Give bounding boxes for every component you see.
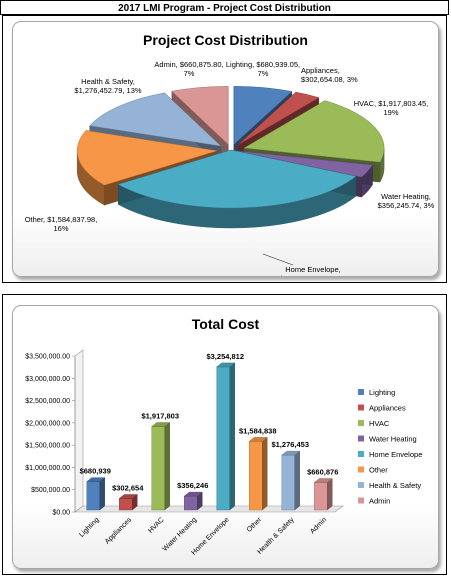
y-tick-label: $500,000.00 <box>31 487 70 494</box>
pie-slice-home-envelope <box>117 149 357 209</box>
data-label-home-envelope: $3,254,812 <box>206 352 244 361</box>
legend-swatch-hvac <box>358 420 364 426</box>
pie-slice-health-and-safety <box>89 92 222 147</box>
data-label-other: $1,584,838 <box>239 426 277 435</box>
legend-label-other: Other <box>369 466 388 475</box>
legend-label-lighting: Lighting <box>369 388 395 397</box>
bar-home-envelope <box>216 362 236 511</box>
legend-swatch-health-and-safety <box>358 482 364 488</box>
pie-label-home-envelope: Home Envelope,$3,254,812.00, 32% <box>279 265 346 276</box>
legend-swatch-admin <box>358 497 364 504</box>
pie-chart-panel: Project Cost Distribution Lighting, $680… <box>2 15 447 283</box>
data-label-lighting: $680,939 <box>80 467 111 476</box>
bar-axes: $0.00 $500,000.00 $1,000,000.00 $1,500,000.… <box>25 349 344 517</box>
y-tick-label: $0.00 <box>52 510 70 517</box>
legend-label-appliances: Appliances <box>369 404 406 413</box>
pie-slice-hvac <box>243 100 385 163</box>
bar-other <box>248 436 268 511</box>
data-label-admin: $660,876 <box>307 468 338 477</box>
legend-swatch-appliances <box>358 404 364 411</box>
y-tick-label: $1,500,000.00 <box>25 443 70 450</box>
pie-label-other: Other, $1,584,837.98, 16% <box>25 215 98 233</box>
side-wall <box>74 349 84 513</box>
legend-swatch-lighting <box>358 389 364 395</box>
legend: Lighting Appliances HVAC Water Heating Home … <box>358 388 422 506</box>
bar-health-and-safety <box>281 450 301 511</box>
pie-labels: Lighting, $680,939.05, 7% Appliances, $302,… <box>25 60 435 276</box>
x-tick-label-appliances: Appliances <box>104 516 134 546</box>
bar-lighting <box>86 477 106 511</box>
y-tick-label: $3,500,000.00 <box>25 354 70 361</box>
bars <box>86 362 333 511</box>
pie-label-lighting: Lighting, $680,939.05, 7% <box>226 60 300 78</box>
y-tick-label: $2,000,000.00 <box>25 420 70 427</box>
pie-chart-title: Project Cost Distribution <box>143 32 308 48</box>
pie-chart-area: Project Cost Distribution Lighting, $680… <box>12 21 439 277</box>
legend-label-home-envelope: Home Envelope <box>369 450 422 459</box>
pie-slice-appliances <box>237 91 320 146</box>
legend-swatch-water-heating <box>358 435 364 442</box>
leader-line-home-envelope <box>262 253 294 266</box>
pie-chart: Lighting, $680,939.05, 7% Appliances, $302,… <box>25 60 435 276</box>
data-label-water-heating: $356,246 <box>177 481 208 490</box>
legend-label-water-heating: Water Heating <box>369 435 417 444</box>
bar-chart-area: Total Cost $0.00 $500,000.00 $1,000,000.00… <box>12 305 439 569</box>
y-tick-label: $3,000,000.00 <box>25 376 70 383</box>
legend-label-admin: Admin <box>369 497 390 506</box>
pie-slice-other <box>76 130 218 186</box>
bar-admin <box>313 478 333 511</box>
page-title: 2017 LMI Program - Project Cost Distribu… <box>0 0 449 15</box>
pie-slice-admin <box>171 86 229 145</box>
pie-label-admin: Admin, $660,875.80, 7% <box>154 60 223 78</box>
x-tick-label-other: Other <box>246 516 264 534</box>
floor <box>74 505 344 513</box>
bar-chart: $0.00 $500,000.00 $1,000,000.00 $1,500,000.… <box>25 349 422 557</box>
pie-label-water-heating: Water Heating, $356,245.74, 3% <box>378 192 435 210</box>
legend-swatch-home-envelope <box>358 451 364 457</box>
pie-label-appliances: Appliances, $302,654.08, 3% <box>301 66 358 84</box>
data-label-hvac: $1,917,803 <box>141 412 179 421</box>
pie-slice-lighting <box>233 86 293 145</box>
pie-slice-water-heating <box>236 150 373 178</box>
x-tick-label-lighting: Lighting <box>78 516 100 538</box>
pie-label-health-and-safety: Health & Safety, $1,276,452.79, 13% <box>74 77 141 95</box>
pie-slices <box>76 86 385 229</box>
bar-hvac <box>151 422 171 511</box>
x-tick-label-water-heating: Water Heating <box>162 516 198 552</box>
y-tick-label: $2,500,000.00 <box>25 398 70 405</box>
x-tick-label-admin: Admin <box>309 516 328 535</box>
legend-swatch-other <box>358 466 364 473</box>
bar-water-heating <box>183 491 203 511</box>
bar-chart-title: Total Cost <box>191 316 260 332</box>
pie-label-hvac: HVAC, $1,917,803.45, 19% <box>354 99 429 117</box>
legend-label-hvac: HVAC <box>369 419 390 428</box>
data-label-appliances: $302,654 <box>112 484 144 493</box>
bar-appliances <box>118 494 138 511</box>
bar-chart-panel: Total Cost $0.00 $500,000.00 $1,000,000.00… <box>2 294 447 575</box>
y-tick-label: $1,000,000.00 <box>25 465 70 472</box>
legend-label-health-and-safety: Health & Safety <box>369 481 421 490</box>
x-tick-label-hvac: HVAC <box>147 516 165 534</box>
data-label-health-and-safety: $1,276,453 <box>271 440 309 449</box>
